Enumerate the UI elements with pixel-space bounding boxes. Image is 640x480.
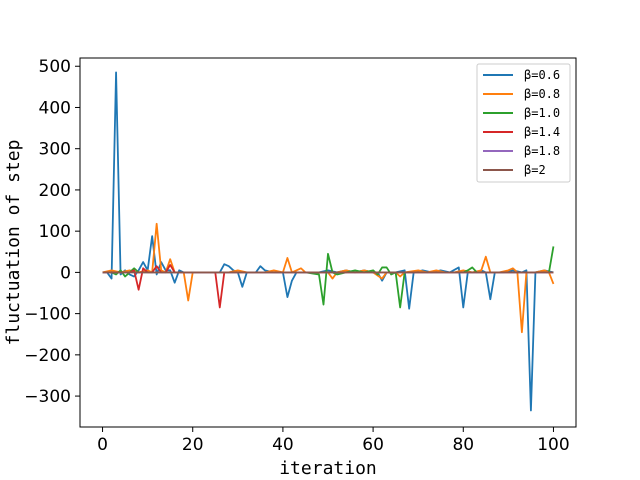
y-tick-label: 200 [39, 181, 71, 201]
legend-label-5: β=1.8 [524, 144, 560, 158]
series-layer [102, 71, 555, 412]
y-tick-label: 500 [39, 57, 71, 77]
series-line-2 [102, 222, 555, 334]
y-tick-label: 0 [60, 263, 71, 283]
y-tick-label: −300 [24, 387, 71, 407]
y-axis-ticks: −300 −200 −100 0 100 200 300 400 500 [24, 57, 80, 407]
x-tick-label: 80 [452, 435, 474, 455]
x-tick-label: 40 [272, 435, 294, 455]
legend-label-3: β=1.0 [524, 106, 560, 120]
y-tick-label: 300 [39, 140, 71, 160]
y-axis-title: fluctuation of step [3, 140, 24, 346]
legend-label-6: β=2 [524, 163, 546, 177]
legend: β=0.6 β=0.8 β=1.0 β=1.4 β=1.8 β=2 [476, 63, 571, 183]
legend-label-1: β=0.6 [524, 68, 560, 82]
x-axis-title: iteration [279, 458, 377, 479]
legend-label-2: β=0.8 [524, 87, 560, 101]
x-tick-label: 0 [97, 435, 108, 455]
x-tick-label: 60 [362, 435, 384, 455]
y-tick-label: 400 [39, 98, 71, 118]
y-tick-label: 100 [39, 222, 71, 242]
x-tick-label: 20 [182, 435, 204, 455]
legend-label-4: β=1.4 [524, 125, 560, 139]
x-axis-ticks: 0 20 40 60 80 100 [97, 427, 570, 455]
y-tick-label: −100 [24, 305, 71, 325]
y-tick-label: −200 [24, 346, 71, 366]
x-tick-label: 100 [537, 435, 569, 455]
